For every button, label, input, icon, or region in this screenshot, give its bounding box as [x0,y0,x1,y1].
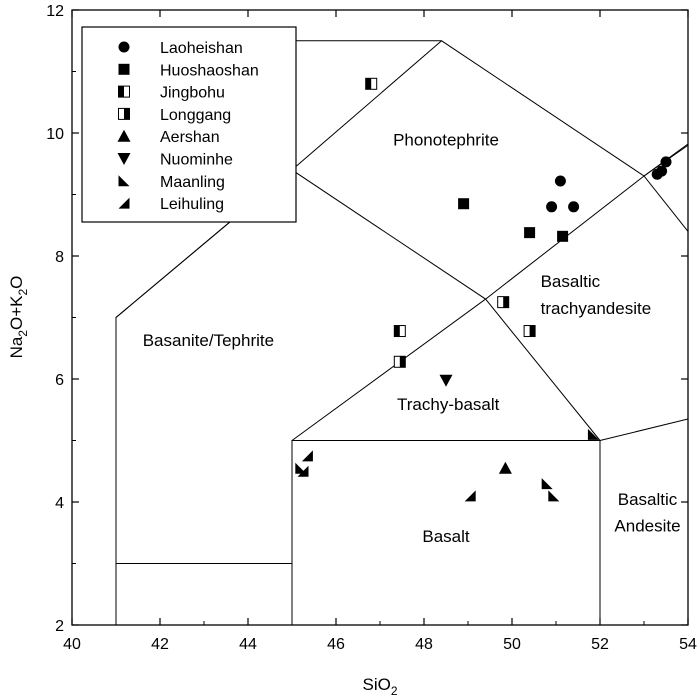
legend-box [81,26,297,223]
marker-fill [503,296,509,308]
legend-label: Nuominhe [160,152,233,169]
point-laoheishan [656,165,668,177]
legend-marker-maanling [118,175,130,187]
field-boundary-line [599,418,688,441]
point-maanling [548,490,560,502]
point-jingbohu [365,77,378,90]
y-tick-label: 12 [46,3,64,20]
field-boundary-line [115,563,293,625]
field-label: Basaltic [618,490,678,509]
point-huoshaoshan [524,227,536,239]
x-tick-label: 46 [327,636,345,653]
x-tick-label: 48 [415,636,433,653]
marker-fill [529,325,536,337]
point-huoshaoshan [458,198,470,210]
legend-label: Leihuling [160,196,224,213]
legend-marker-aershan [117,129,131,142]
x-axis-label: SiO2 [362,675,397,697]
x-tick-label: 42 [151,636,169,653]
y-tick-label: 8 [55,249,64,266]
point-leihuling [297,465,309,477]
legend-marker-laoheishan [118,41,130,53]
legend-label: Laoheishan [160,40,243,57]
y-tick-label: 2 [55,618,64,635]
point-leihuling [301,450,313,462]
field-label: Trachy-basalt [397,395,500,414]
y-axis-label: Na2O+K2O [7,276,30,359]
field-label: Basaltic [541,272,601,291]
legend-marker-huoshaoshan [118,63,130,75]
x-tick-label: 40 [63,636,81,653]
x-tick-label: 44 [239,636,257,653]
legend-marker-longgang [118,107,130,120]
point-nuominhe [439,374,453,387]
field-label: Phonotephrite [393,130,499,149]
point-maanling [541,478,553,490]
legend-marker-leihuling [118,197,130,209]
legend-label: Aershan [160,129,220,146]
field-labels: Phonotephrite Basaltic trachyandesite Basan… [143,130,681,546]
legend-label: Maanling [160,174,225,191]
legend-label: Longgang [160,107,231,124]
point-longgang [497,296,510,309]
point-laoheishan [568,201,580,213]
point-huoshaoshan [557,230,569,242]
field-label: Basanite/Tephrite [143,331,274,350]
y-tick-label: 4 [55,495,64,512]
field-label: Andesite [614,517,680,536]
field-boundary-line [291,40,688,232]
point-longgang [523,325,536,338]
point-maanling [587,428,599,440]
field-label: trachyandesite [541,299,652,318]
point-leihuling [464,490,476,502]
point-aershan [498,461,512,474]
legend-marker-jingbohu [118,85,130,98]
field-boundary-line [115,143,688,564]
x-tick-label: 50 [503,636,521,653]
data-points [295,77,672,502]
field-boundary-line [291,298,601,441]
x-tick-label: 54 [679,636,697,653]
field-label: Basalt [422,527,470,546]
legend-label: Huoshaoshan [160,62,259,79]
legend-label: Jingbohu [160,85,225,102]
marker-fill [118,86,124,98]
point-laoheishan [554,175,566,187]
field-boundaries [115,40,688,625]
legend: Laoheishan Huoshaoshan Jingbohu Longgang Aer… [81,26,297,223]
y-tick-label: 10 [46,126,64,143]
point-longgang [393,355,406,368]
point-laoheishan [660,156,672,168]
field-boundary-line [291,440,601,625]
point-laoheishan [546,201,558,213]
marker-fill [394,325,400,337]
x-tick-label: 52 [591,636,609,653]
legend-marker-nuominhe [117,153,131,165]
marker-fill [365,78,372,90]
y-tick-label: 6 [55,372,64,389]
marker-fill [124,108,130,120]
point-jingbohu [393,325,406,338]
marker-fill [399,356,406,368]
